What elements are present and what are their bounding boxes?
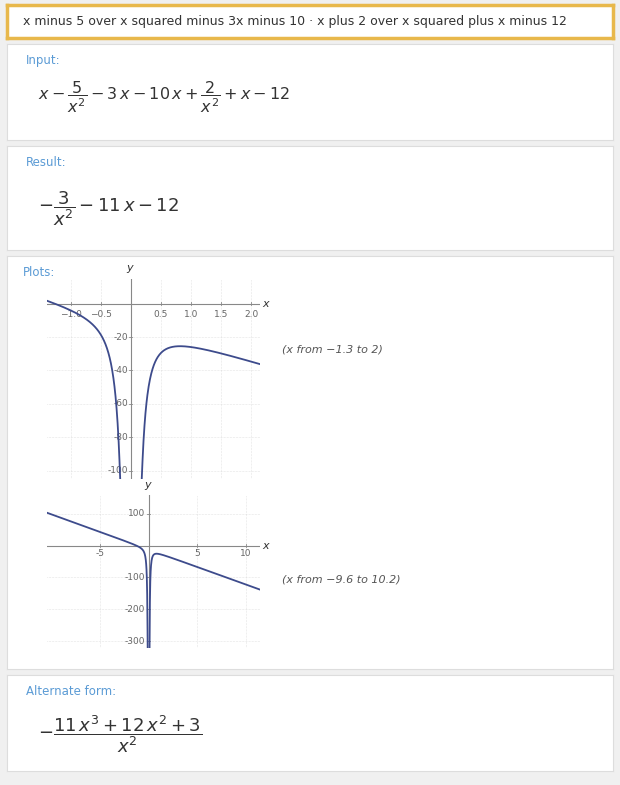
Text: Alternate form:: Alternate form: [25,685,116,698]
Text: $y$: $y$ [144,480,153,492]
Text: $y$: $y$ [126,263,135,276]
Text: 1.5: 1.5 [214,309,228,319]
Text: (x from −1.3 to 2): (x from −1.3 to 2) [282,345,383,354]
Text: -300: -300 [125,637,145,646]
Text: -20: -20 [113,333,128,341]
Text: 0.5: 0.5 [154,309,168,319]
Text: Result:: Result: [25,156,66,170]
Text: 5: 5 [194,550,200,558]
Text: -80: -80 [113,433,128,442]
Text: Plots:: Plots: [22,266,55,279]
Text: x minus 5 over x squared minus 3x minus 10 · x plus 2 over x squared plus x minu: x minus 5 over x squared minus 3x minus … [22,15,567,27]
Text: -200: -200 [125,605,145,614]
Text: $x-\dfrac{5}{x^2}-3\,x-10\,x+\dfrac{2}{x^2}+x-12$: $x-\dfrac{5}{x^2}-3\,x-10\,x+\dfrac{2}{x… [38,80,290,115]
Text: (x from −9.6 to 10.2): (x from −9.6 to 10.2) [282,575,401,584]
Text: $x$: $x$ [262,299,271,309]
Text: −1.0: −1.0 [60,309,82,319]
Text: -5: -5 [95,550,105,558]
Text: 2.0: 2.0 [244,309,259,319]
Text: 100: 100 [128,509,145,518]
Text: -40: -40 [113,366,128,375]
Text: −0.5: −0.5 [90,309,112,319]
Text: -100: -100 [107,466,128,475]
Text: $-\dfrac{11\,x^3+12\,x^2+3}{x^2}$: $-\dfrac{11\,x^3+12\,x^2+3}{x^2}$ [38,714,202,755]
Text: -60: -60 [113,400,128,408]
Text: 1.0: 1.0 [184,309,198,319]
Text: 10: 10 [240,550,252,558]
Text: $x$: $x$ [262,541,272,550]
Text: Input:: Input: [25,53,60,67]
Text: $-\dfrac{3}{x^2}-11\,x-12$: $-\dfrac{3}{x^2}-11\,x-12$ [38,189,179,228]
Text: -100: -100 [125,573,145,582]
